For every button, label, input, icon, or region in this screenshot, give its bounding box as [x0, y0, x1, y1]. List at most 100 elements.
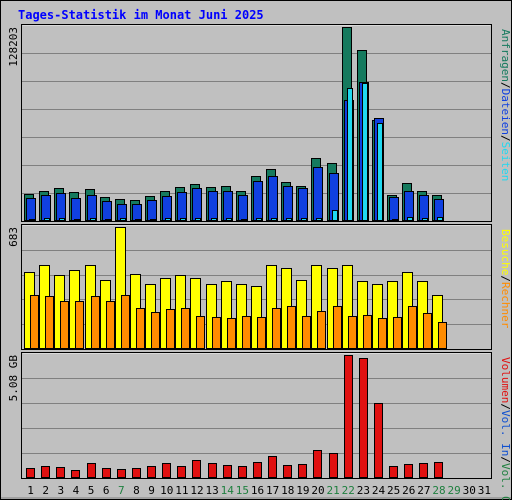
legend-label: Rechner — [499, 282, 512, 329]
bar — [221, 281, 232, 349]
bar — [90, 218, 96, 221]
legend-label: / — [499, 456, 512, 463]
legend-label: Vol. Out — [499, 463, 512, 500]
day-label: 4 — [73, 484, 80, 497]
bar — [226, 218, 232, 221]
bar — [253, 462, 262, 478]
bar — [206, 284, 217, 349]
bar — [238, 195, 248, 221]
bar — [359, 358, 368, 478]
legend-label: Volumen — [499, 357, 512, 403]
day-label: 23 — [357, 484, 370, 497]
bar — [268, 456, 277, 478]
day-label: 3 — [58, 484, 65, 497]
day-label: 24 — [372, 484, 386, 497]
bar — [196, 316, 205, 349]
bar — [120, 218, 126, 221]
bar — [317, 311, 326, 349]
day-label: 15 — [236, 484, 249, 497]
day-label: 5 — [88, 484, 95, 497]
bar — [117, 469, 126, 478]
bar — [389, 197, 399, 221]
bar — [266, 265, 277, 349]
day-label: 18 — [281, 484, 294, 497]
bar — [392, 219, 398, 221]
bar — [393, 317, 402, 349]
bar — [41, 466, 50, 478]
bar — [165, 218, 171, 221]
bar — [208, 191, 218, 221]
bar — [257, 317, 266, 349]
panel-visits: 683 Besuche/Rechner — [7, 224, 512, 350]
day-label: 12 — [190, 484, 203, 497]
bar — [115, 227, 126, 349]
bar — [286, 218, 292, 221]
bar — [195, 218, 201, 221]
day-label: 17 — [266, 484, 279, 497]
series-besuche — [24, 227, 443, 349]
bar — [372, 284, 383, 349]
bar — [301, 218, 307, 221]
day-label: 16 — [251, 484, 264, 497]
bar — [407, 217, 413, 221]
day-label: 9 — [148, 484, 155, 497]
day-label: 10 — [160, 484, 173, 497]
bar — [91, 296, 100, 349]
bar — [71, 198, 81, 221]
series-volumen — [26, 355, 443, 478]
day-label: 22 — [342, 484, 355, 497]
bar — [333, 306, 342, 349]
bar — [223, 191, 233, 221]
day-label: 28 — [432, 484, 445, 497]
bar — [56, 467, 65, 478]
bar — [348, 316, 357, 349]
bar — [342, 265, 353, 349]
bar — [313, 167, 323, 221]
bar — [268, 176, 278, 221]
bar — [166, 309, 175, 349]
day-label: 21 — [327, 484, 340, 497]
legend-label: / — [499, 275, 512, 282]
bar — [298, 188, 308, 221]
bar — [147, 466, 156, 478]
bar — [190, 278, 201, 349]
bar — [147, 200, 157, 221]
bar — [283, 465, 292, 478]
bar — [121, 295, 130, 349]
bar — [272, 308, 281, 349]
bar — [181, 308, 190, 349]
legend-label: / — [499, 403, 512, 410]
bar — [212, 317, 221, 349]
day-label: 6 — [103, 484, 110, 497]
bar — [26, 198, 36, 221]
bar — [377, 123, 383, 221]
bar — [404, 464, 413, 478]
bar — [311, 265, 322, 349]
legend-label: / — [499, 82, 512, 89]
day-label: 27 — [417, 484, 430, 497]
bar — [387, 281, 398, 349]
bar — [105, 219, 111, 221]
bar — [378, 318, 387, 349]
bar — [177, 466, 186, 478]
bar — [135, 219, 141, 221]
bar — [437, 217, 443, 221]
bar — [253, 181, 263, 221]
series-seiten — [29, 83, 443, 221]
bar — [29, 219, 35, 221]
bar — [296, 280, 307, 349]
bar — [241, 219, 247, 221]
bar — [192, 460, 201, 478]
bar — [26, 468, 35, 478]
bar — [374, 403, 383, 478]
bar — [56, 193, 66, 221]
chart-title: Tages-Statistik im Monat Juni 2025 — [18, 8, 264, 22]
day-label: 19 — [296, 484, 309, 497]
bar — [30, 295, 39, 349]
bar — [136, 308, 145, 349]
bar — [408, 306, 417, 349]
bar — [87, 195, 97, 221]
bar — [347, 88, 353, 221]
bar — [74, 219, 80, 221]
